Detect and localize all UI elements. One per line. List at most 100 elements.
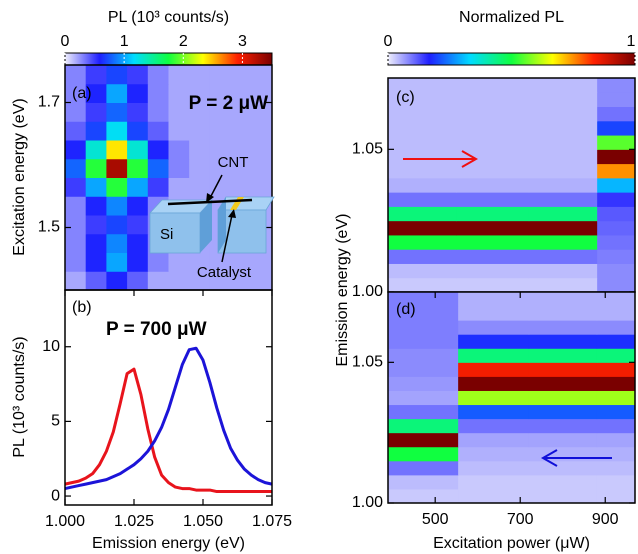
- heatmap-cell: [456, 135, 530, 150]
- heatmap-cell: [106, 196, 128, 216]
- heatmap-cell: [230, 252, 252, 272]
- y-axis-label: Emission energy (eV): [334, 214, 351, 367]
- heatmap-cell: [456, 234, 530, 250]
- heatmap-cell: [528, 460, 598, 476]
- heatmap-cell: [456, 106, 530, 122]
- heatmap-cell: [458, 320, 530, 335]
- heatmap-cell: [458, 418, 530, 434]
- heatmap-cell: [189, 102, 211, 122]
- x-tick-label: 1.025: [114, 513, 154, 530]
- heatmap-cell: [65, 196, 87, 216]
- heatmap-cell: [251, 158, 273, 178]
- heatmap-cell: [65, 83, 87, 103]
- heatmap-cell: [168, 177, 190, 197]
- heatmap-cell: [458, 432, 530, 448]
- heatmap-cell: [127, 65, 149, 85]
- heatmap-cell: [251, 252, 273, 272]
- heatmap-cell: [528, 404, 598, 420]
- data-line: [64, 346, 273, 491]
- heatmap-cell: [127, 215, 149, 235]
- y-tick-label: 1.7: [38, 94, 60, 111]
- heatmap-cell: [528, 78, 598, 93]
- heatmap-cell: [65, 102, 87, 122]
- heatmap-cell: [106, 252, 128, 272]
- heatmap-cell: [251, 102, 273, 122]
- heatmap-cell: [528, 488, 598, 504]
- heatmap-cell: [388, 106, 457, 122]
- heatmap-cell: [230, 271, 252, 291]
- heatmap-cell: [251, 83, 273, 103]
- heatmap-cell: [388, 446, 459, 462]
- heatmap-cell: [127, 121, 149, 141]
- heatmap-cell: [388, 404, 459, 420]
- heatmap-cell: [209, 121, 232, 141]
- heatmap-cell: [85, 65, 107, 85]
- heatmap-cell: [528, 306, 598, 321]
- heatmap-cell: [106, 233, 128, 253]
- power-label: P = 2 μW: [189, 93, 268, 114]
- heatmap-cell: [456, 177, 530, 193]
- heatmap-cell: [168, 158, 190, 178]
- heatmap-cell: [147, 158, 169, 178]
- heatmap-cell: [106, 83, 128, 103]
- heatmap-cell: [388, 348, 459, 363]
- heatmap-cell: [127, 177, 149, 197]
- heatmap-cell: [85, 121, 107, 141]
- heatmap-cell: [251, 140, 273, 160]
- heatmap-cell: [106, 121, 128, 141]
- heatmap-cell: [65, 177, 87, 197]
- heatmap-cell: [388, 390, 459, 406]
- heatmap-cell: [597, 277, 636, 293]
- heatmap-cell: [189, 121, 211, 141]
- y-tick-label: 10: [42, 338, 60, 355]
- heatmap-cell: [456, 149, 530, 165]
- heatmap-cell: [147, 102, 169, 122]
- heatmap-cell: [456, 220, 530, 236]
- y-tick-label: 1.00: [352, 283, 383, 300]
- heatmap-cell: [168, 65, 190, 85]
- heatmap-cell: [528, 192, 598, 207]
- heatmap-cell: [458, 390, 530, 406]
- heatmap-cell: [528, 432, 598, 448]
- x-tick-label: 1.050: [183, 513, 223, 530]
- power-label: P = 700 μW: [106, 319, 207, 340]
- y-tick-label: 0: [51, 487, 60, 504]
- heatmap-cell: [147, 140, 169, 160]
- heatmap-cell: [230, 158, 252, 178]
- heatmap-cell: [388, 177, 457, 193]
- panel-label: (b): [72, 299, 92, 316]
- heatmap-cell: [168, 83, 190, 103]
- heatmap-cell: [458, 334, 530, 349]
- x-tick-label: 500: [422, 511, 449, 528]
- heatmap-cell: [528, 106, 598, 122]
- heatmap-cell: [596, 418, 636, 434]
- plot-frame: [64, 289, 273, 506]
- heatmap-cell: [456, 163, 530, 179]
- heatmap-cell: [388, 206, 457, 222]
- heatmap-cell: [528, 177, 598, 193]
- x-tick-label: 900: [592, 511, 619, 528]
- plot-layer: 0 1 2 3 PL (10³ counts/s) 1.5 1.7 Excitation en…: [11, 9, 636, 552]
- colorbar: [387, 52, 636, 66]
- heatmap-cell: [230, 140, 252, 160]
- heatmap-cell: [458, 348, 530, 363]
- heatmap-cell: [458, 460, 530, 476]
- heatmap-cell: [251, 271, 273, 291]
- heatmap-cell: [106, 65, 128, 85]
- heatmap-cell: [65, 233, 87, 253]
- heatmap-cell: [85, 102, 107, 122]
- panel-label: (a): [72, 85, 92, 102]
- heatmap-cell: [85, 215, 107, 235]
- heatmap-cell: [596, 320, 636, 335]
- heatmap-cell: [230, 102, 252, 122]
- heatmap-cell: [251, 121, 273, 141]
- heatmap-cell: [189, 83, 211, 103]
- colorbar-tick-label: 0: [384, 33, 393, 50]
- heatmap-cell: [388, 376, 459, 391]
- heatmap-cell: [127, 252, 149, 272]
- heatmap-cell: [597, 163, 636, 179]
- heatmap-cell: [596, 376, 636, 391]
- heatmap-cell: [251, 177, 273, 197]
- heatmap-cell: [388, 474, 459, 490]
